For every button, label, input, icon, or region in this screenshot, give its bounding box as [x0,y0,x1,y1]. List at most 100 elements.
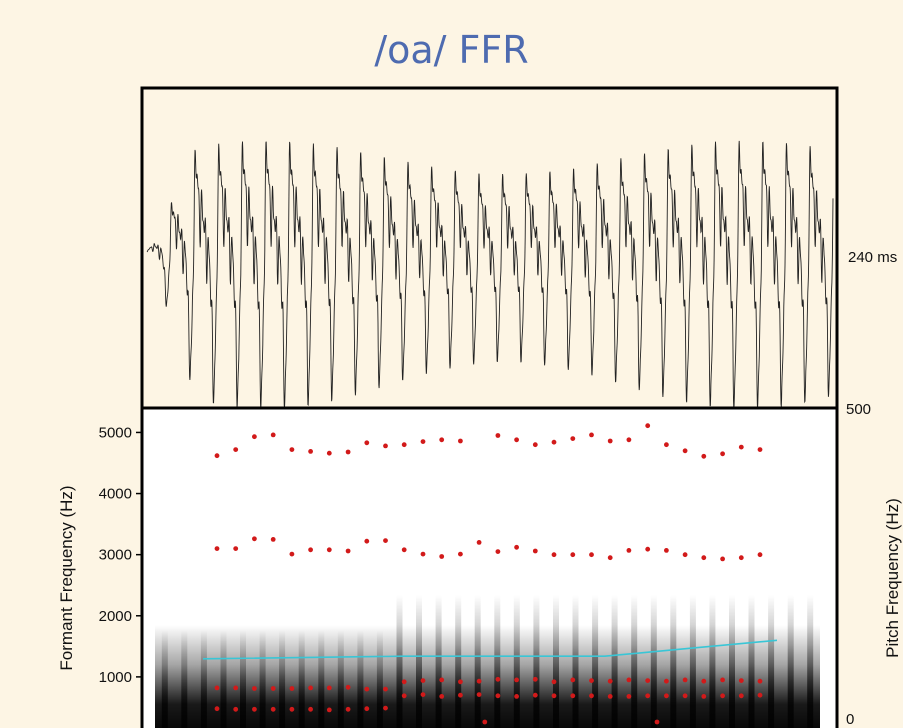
formant-point [289,686,295,691]
formant-point [514,694,519,699]
harmonic-streak [768,595,775,728]
formant-point [645,678,651,683]
formant-point [664,678,669,684]
formant-point [420,678,426,683]
spectrogram-frame [140,406,839,728]
formant-point [383,705,388,711]
formant-point [664,693,669,699]
harmonic-streak [572,595,579,728]
y-axis-label-left: Formant Frequency (Hz) [57,485,76,670]
formant-point [607,555,613,561]
harmonic-streak [161,630,168,728]
formant-point [495,693,501,699]
formant-point [439,694,445,699]
formant-point [214,546,220,551]
harmonic-streak [494,595,501,728]
formant-point [532,676,538,682]
formant-point [757,552,763,558]
spectrogram-energy [155,625,820,728]
formant-point [495,549,501,554]
harmonic-streak [298,630,305,728]
duration-label: 240 ms [848,249,897,266]
formant-point [738,693,744,699]
formant-point [532,442,538,448]
formant-point [252,706,257,712]
formant-point [551,439,557,445]
formant-point [326,707,332,713]
formant-point [570,677,576,683]
formant-point [476,692,482,697]
formant-point [401,547,407,553]
formant-point [757,678,763,684]
chart-title: /oa/ FFR [374,28,529,72]
formant-point [701,555,707,561]
formant-point [738,555,744,561]
formant-point [308,449,313,454]
formant-point [401,679,407,685]
waveform-trace [146,140,834,410]
formant-point [654,719,660,725]
formant-point [476,540,482,545]
formant-point [439,677,445,683]
harmonic-streak [474,595,481,728]
formant-point [626,437,632,443]
formant-point [664,548,669,553]
y-tick-label-left: 1000 [99,669,132,686]
formant-point [607,694,613,699]
formant-point [738,678,744,683]
harmonic-streak [220,630,227,728]
y-tick-label-left: 5000 [99,424,132,441]
pitch-line [202,639,778,660]
y-tick-label-left: 2000 [99,608,132,625]
formant-point [214,453,220,459]
formant-point [626,677,632,683]
formant-point [252,686,257,691]
formant-point [682,693,688,699]
formant-point [345,684,351,690]
formant-point [682,552,688,558]
harmonic-streak [357,630,364,728]
formant-point [270,537,276,542]
formant-point [289,706,295,712]
formant-point [364,440,370,446]
harmonic-streak [279,630,286,728]
formant-point [270,706,276,712]
formant-point [420,692,426,697]
harmonic-streak [455,595,462,728]
formant-point [532,692,538,698]
formant-point [458,438,463,444]
formant-point [326,685,332,691]
formant-point [214,685,220,691]
harmonic-streak [729,595,735,728]
formant-point [308,706,313,712]
formant-point [720,556,725,562]
formant-point [364,538,370,544]
formant-point [551,679,557,685]
formant-point [233,546,239,551]
formant-point [458,551,463,557]
harmonic-streak [533,595,540,728]
formant-point [570,552,576,558]
formant-point [233,706,239,712]
y-tick-label-left: 4000 [99,486,132,503]
formant-point [570,693,576,699]
harmonic-streak [670,595,677,728]
formant-point [495,676,501,682]
formant-point [551,693,557,699]
formant-point [308,547,313,553]
harmonic-streak [240,630,246,728]
formant-point [645,423,651,429]
formant-point [401,693,407,699]
formant-point [401,442,407,448]
harmonic-streak [396,595,403,728]
harmonic-streak [553,595,559,728]
formant-point [364,686,370,692]
formant-point [514,437,519,443]
formant-point [570,436,576,441]
formant-point [326,547,332,553]
formant-point [214,706,220,712]
formant-points [214,423,763,725]
harmonic-streak [181,630,188,728]
formant-point [664,442,669,448]
y-tick-label-left: 3000 [99,547,132,564]
